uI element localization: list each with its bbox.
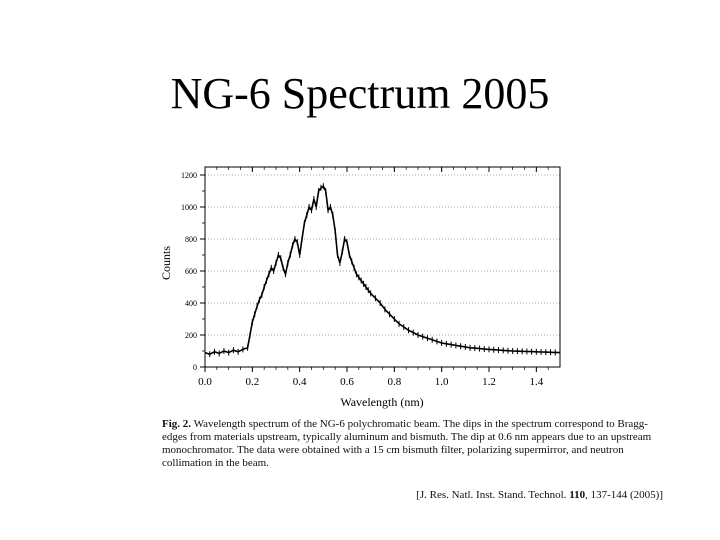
- x-axis-ticks: 0.0 0.2 0.4 0.6 0.8 1.0 1.2 1.4: [198, 167, 549, 388]
- y-tick-label: 200: [185, 331, 197, 340]
- citation-suffix: , 137-144 (2005)]: [585, 489, 663, 501]
- y-tick-label: 600: [185, 267, 197, 276]
- x-tick-label: 0.4: [293, 376, 307, 388]
- spectrum-series-line: [204, 185, 561, 356]
- y-tick-label: 0: [193, 363, 197, 372]
- citation-volume: 110: [569, 489, 586, 501]
- x-tick-label: 0.2: [245, 376, 259, 388]
- x-tick-label: 0.0: [198, 376, 212, 388]
- x-axis-label: Wavelength (nm): [340, 395, 423, 409]
- x-tick-label: 1.0: [435, 376, 449, 388]
- y-tick-label: 800: [185, 235, 197, 244]
- series-layer: [204, 183, 561, 358]
- y-tick-label: 1000: [181, 203, 197, 212]
- x-tick-label: 1.2: [482, 376, 496, 388]
- x-tick-label: 0.6: [340, 376, 354, 388]
- caption-text: Wavelength spectrum of the NG-6 polychro…: [162, 418, 652, 469]
- x-tick-label: 1.4: [529, 376, 543, 388]
- plot-frame: [204, 166, 561, 368]
- grid-lines: [205, 174, 560, 336]
- y-tick-label: 1200: [181, 171, 197, 180]
- y-tick-label: 400: [185, 299, 197, 308]
- x-tick-label: 0.8: [387, 376, 401, 388]
- slide-title: NG-6 Spectrum 2005: [170, 69, 550, 118]
- plot-border: [204, 166, 561, 368]
- figure-caption: Fig. 2. Wavelength spectrum of the NG-6 …: [162, 418, 662, 470]
- spectrum-chart: 0.0 0.2 0.4 0.6 0.8 1.0 1.2 1.4 0 200 400 600 800 10…: [159, 166, 561, 409]
- y-axis-ticks: 0 200 400 600 800 1000 1200: [181, 171, 205, 372]
- citation-prefix: [J. Res. Natl. Inst. Stand. Technol.: [416, 489, 567, 501]
- y-axis-label: Counts: [159, 246, 173, 280]
- citation: [J. Res. Natl. Inst. Stand. Technol. 110…: [405, 489, 663, 501]
- figure-label: Fig. 2.: [162, 418, 192, 430]
